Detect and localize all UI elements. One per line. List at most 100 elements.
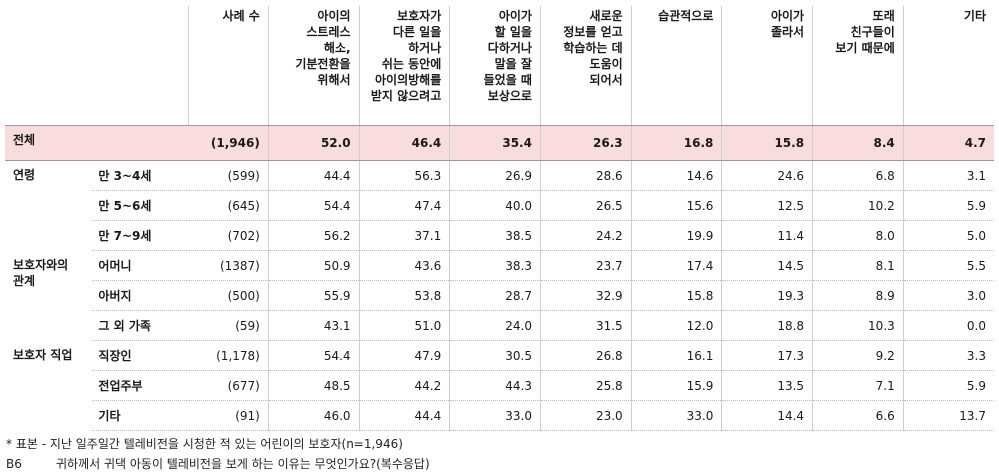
row-count: (91) (188, 400, 269, 431)
row-value: 3.3 (902, 340, 994, 371)
table-row: 만 7~9세 (702) 56.2 37.1 38.5 24.2 19.9 11.4 8.0 5.… (5, 220, 994, 251)
row-value: 17.4 (630, 250, 722, 281)
row-label: 전업주부 (92, 370, 189, 401)
row-value: 9.2 (812, 340, 904, 371)
header-count: 사례 수 (188, 6, 269, 126)
row-value: 13.5 (721, 370, 813, 401)
table-row: 전업주부 (677) 48.5 44.2 44.3 25.8 15.9 13.5 7.1 5.9 (5, 370, 994, 401)
table-row: 만 5~6세 (645) 54.4 47.4 40.0 26.5 15.6 12.5 10.2 5… (5, 190, 994, 221)
row-label: 어머니 (92, 250, 189, 281)
row-value: 11.4 (721, 220, 813, 251)
row-value: 24.2 (539, 220, 632, 251)
header-other: 기타 (902, 6, 994, 126)
row-value: 0.0 (902, 310, 994, 341)
total-value: 35.4 (449, 125, 541, 161)
row-value: 54.4 (267, 340, 360, 371)
row-value: 15.8 (630, 280, 722, 311)
survey-results-table: 사례 수 아이의 스트레스 해소, 기분전환을 위해서 보호자가 다른 일을 하… (5, 6, 994, 431)
row-value: 25.8 (539, 370, 632, 401)
row-value: 5.5 (902, 250, 994, 281)
row-value: 50.9 (267, 250, 360, 281)
row-value: 6.6 (812, 400, 904, 431)
row-value: 56.2 (267, 220, 360, 251)
row-count: (645) (188, 190, 269, 221)
row-value: 55.9 (267, 280, 360, 311)
group-label: 보호자와의 관계 (13, 257, 69, 288)
row-count: (500) (188, 280, 269, 311)
row-value: 5.9 (902, 370, 994, 401)
total-value: 16.8 (630, 125, 722, 161)
header-peers-watch: 또래 친구들이 보기 때문에 (812, 6, 904, 126)
row-value: 30.5 (449, 340, 541, 371)
group-label: 연령 (13, 168, 36, 182)
row-value: 19.9 (630, 220, 722, 251)
row-label: 기타 (92, 400, 189, 431)
row-value: 14.6 (630, 160, 722, 191)
row-value: 33.0 (449, 400, 541, 431)
total-count: (1,946) (188, 125, 269, 161)
total-value: 46.4 (358, 125, 450, 161)
header-reward: 아이가 할 일을 다하거나 말을 잘 들었을 때 보상으로 (449, 6, 541, 126)
row-value: 48.5 (267, 370, 360, 401)
row-value: 28.6 (539, 160, 632, 191)
row-value: 15.9 (630, 370, 722, 401)
row-value: 44.4 (358, 400, 450, 431)
row-value: 53.8 (358, 280, 450, 311)
row-value: 33.0 (630, 400, 722, 431)
row-label: 만 7~9세 (92, 220, 189, 251)
row-count: (599) (188, 160, 269, 191)
row-value: 12.5 (721, 190, 813, 221)
row-value: 31.5 (539, 310, 632, 341)
header-habit: 습관적으로 (630, 6, 722, 126)
row-value: 26.8 (539, 340, 632, 371)
total-value: 26.3 (539, 125, 632, 161)
total-value: 52.0 (267, 125, 360, 161)
header-row: 사례 수 아이의 스트레스 해소, 기분전환을 위해서 보호자가 다른 일을 하… (5, 6, 994, 126)
row-value: 56.3 (358, 160, 450, 191)
group-label: 보호자 직업 (13, 347, 73, 362)
row-label: 직장인 (92, 340, 189, 371)
row-value: 47.4 (358, 190, 450, 221)
row-value: 23.7 (539, 250, 632, 281)
total-value: 8.4 (812, 125, 904, 161)
row-value: 3.0 (902, 280, 994, 311)
row-value: 24.6 (721, 160, 813, 191)
row-value: 44.2 (358, 370, 450, 401)
question-text: 귀하께서 귀댁 아동이 텔레비전을 보게 하는 이유는 무엇인가요?(복수응답) (56, 457, 430, 471)
row-value: 10.2 (812, 190, 904, 221)
row-value: 19.3 (721, 280, 813, 311)
table-row: 기타 (91) 46.0 44.4 33.0 23.0 33.0 14.4 6.6 13.7 (5, 400, 994, 431)
table-row: 연령 만 3~4세 (599) 44.4 56.3 26.9 28.6 14.6 24.6 6.8… (5, 160, 994, 191)
row-value: 3.1 (902, 160, 994, 191)
row-count: (1387) (188, 250, 269, 281)
row-label: 만 5~6세 (92, 190, 189, 221)
table-row: 보호자와의 관계 어머니 (1387) 50.9 43.6 38.3 23.7 17.4 14.… (5, 250, 994, 288)
row-value: 26.5 (539, 190, 632, 221)
row-count: (59) (188, 310, 269, 341)
row-value: 5.0 (902, 220, 994, 251)
row-value: 44.4 (267, 160, 360, 191)
row-value: 38.3 (449, 250, 541, 281)
row-count: (677) (188, 370, 269, 401)
row-value: 6.8 (812, 160, 904, 191)
row-value: 44.3 (449, 370, 541, 401)
table-row: 그 외 가족 (59) 43.1 51.0 24.0 31.5 12.0 18.8 10.3 0.… (5, 310, 994, 341)
row-value: 43.6 (358, 250, 450, 281)
row-value: 8.0 (812, 220, 904, 251)
row-count: (1,178) (188, 340, 269, 371)
total-value: 4.7 (902, 125, 994, 161)
header-learning: 새로운 정보를 얻고 학습하는 데 도움이 되어서 (539, 6, 632, 126)
row-value: 14.4 (721, 400, 813, 431)
row-value: 18.8 (721, 310, 813, 341)
row-label: 아버지 (92, 280, 189, 311)
row-value: 28.7 (449, 280, 541, 311)
row-value: 12.0 (630, 310, 722, 341)
table-row: 아버지 (500) 55.9 53.8 28.7 32.9 15.8 19.3 8.9 3.0 (5, 280, 994, 311)
row-value: 17.3 (721, 340, 813, 371)
row-value: 24.0 (449, 310, 541, 341)
row-value: 7.1 (812, 370, 904, 401)
row-value: 16.1 (630, 340, 722, 371)
row-count: (702) (188, 220, 269, 251)
total-value: 15.8 (721, 125, 813, 161)
